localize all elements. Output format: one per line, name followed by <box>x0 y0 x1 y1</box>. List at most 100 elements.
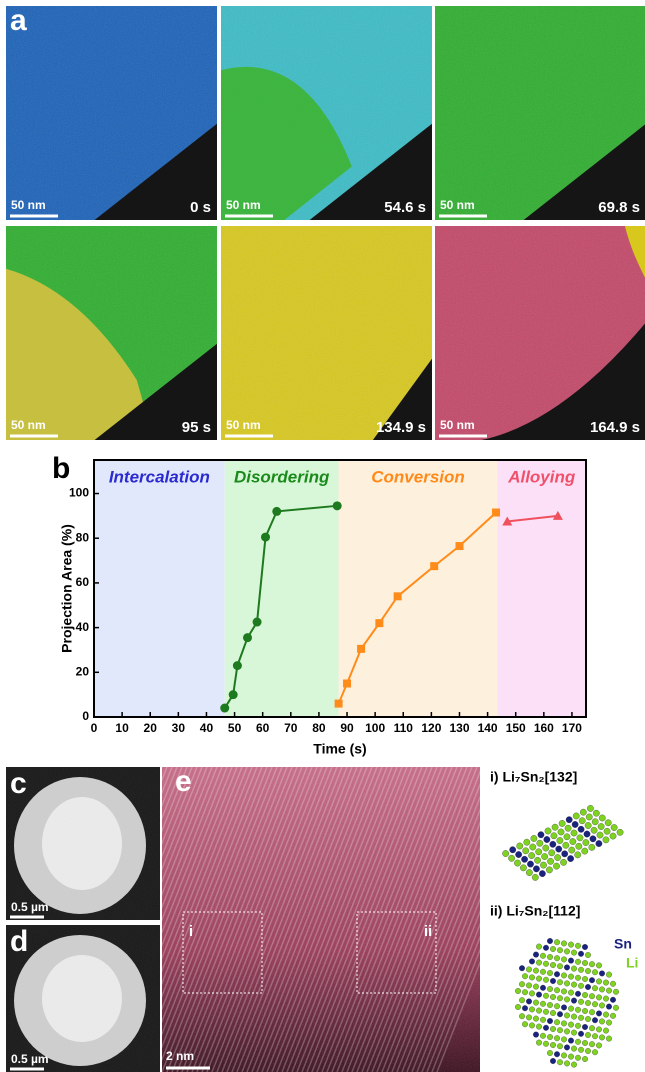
atom <box>585 813 594 822</box>
atom <box>565 815 574 824</box>
atom <box>550 1026 556 1032</box>
atom <box>547 1018 553 1024</box>
atom <box>513 859 522 868</box>
x-tick-label: 0 <box>91 721 98 735</box>
structure-title: i) Li₇Sn₂[132] <box>490 769 577 785</box>
atom <box>571 1014 577 1020</box>
atom <box>578 967 584 973</box>
marker <box>220 704 229 713</box>
atom <box>536 1024 542 1030</box>
atom <box>526 983 532 989</box>
atom <box>578 983 584 989</box>
atom <box>522 973 528 979</box>
atom <box>547 970 553 976</box>
atom <box>571 1062 577 1068</box>
atom <box>575 1039 581 1045</box>
atom <box>578 1047 584 1053</box>
marker <box>233 661 242 670</box>
atom <box>570 829 579 838</box>
atom <box>589 1025 595 1031</box>
atom <box>575 975 581 981</box>
atom <box>582 960 588 966</box>
atom <box>544 827 553 836</box>
atom <box>543 993 549 999</box>
marker <box>357 645 365 653</box>
marker <box>243 633 252 642</box>
scale-label: 0.5 µm <box>11 1052 49 1066</box>
atom <box>575 991 581 997</box>
atom <box>543 945 549 951</box>
atom <box>543 977 549 983</box>
atom <box>603 980 609 986</box>
x-tick-label: 100 <box>365 721 385 735</box>
scale-label: 2 nm <box>166 1049 194 1063</box>
scale-label: 50 nm <box>226 198 261 212</box>
atom <box>579 808 588 817</box>
y-tick-label: 0 <box>82 709 89 723</box>
atom <box>585 1048 591 1054</box>
atom <box>575 1055 581 1061</box>
atom <box>571 982 577 988</box>
atom <box>587 843 596 852</box>
x-axis-label: Time (s) <box>313 741 366 757</box>
panel-label: b <box>52 452 70 485</box>
atom <box>557 1011 563 1017</box>
atom <box>606 972 612 978</box>
atom <box>541 844 550 853</box>
marker <box>253 618 262 627</box>
atom <box>554 1003 560 1009</box>
region-label: Intercalation <box>109 467 210 486</box>
region-label: Alloying <box>507 467 576 486</box>
atom <box>526 860 535 869</box>
scale-label: 50 nm <box>11 198 46 212</box>
atom <box>585 1000 591 1006</box>
atom <box>522 838 531 847</box>
atom <box>580 847 589 856</box>
panel-label: c <box>10 767 27 800</box>
atom <box>589 993 595 999</box>
atom <box>508 845 517 854</box>
atom <box>603 996 609 1002</box>
atom <box>540 953 546 959</box>
atom <box>561 1005 567 1011</box>
atom <box>556 836 565 845</box>
scale-label: 50 nm <box>11 418 46 432</box>
marker <box>229 690 238 699</box>
atom <box>550 946 556 952</box>
atom <box>543 835 552 844</box>
atom <box>596 995 602 1001</box>
atom <box>529 1023 535 1029</box>
atom <box>515 1004 521 1010</box>
x-tick-label: 80 <box>312 721 326 735</box>
atom <box>540 852 549 861</box>
atom <box>550 1058 556 1064</box>
atom <box>536 960 542 966</box>
atom <box>547 848 556 857</box>
atom <box>568 1054 574 1060</box>
atom <box>610 1013 616 1019</box>
atom <box>515 842 524 851</box>
atom <box>501 849 510 858</box>
atom <box>564 981 570 987</box>
atom <box>547 938 553 944</box>
atom <box>592 1017 598 1023</box>
atom <box>596 1027 602 1033</box>
atom <box>557 828 566 837</box>
atom <box>515 988 521 994</box>
atom <box>596 963 602 969</box>
atom <box>557 979 563 985</box>
atom <box>559 858 568 867</box>
atom <box>507 854 516 863</box>
atom <box>529 991 535 997</box>
atom <box>561 973 567 979</box>
y-tick-label: 80 <box>76 530 90 544</box>
roi-label: ii <box>424 923 432 940</box>
atom <box>521 846 530 855</box>
atom <box>530 834 539 843</box>
atom <box>578 816 587 825</box>
atom <box>589 977 595 983</box>
atom <box>551 823 560 832</box>
atom <box>540 1001 546 1007</box>
atom <box>576 833 585 842</box>
atom <box>572 812 581 821</box>
